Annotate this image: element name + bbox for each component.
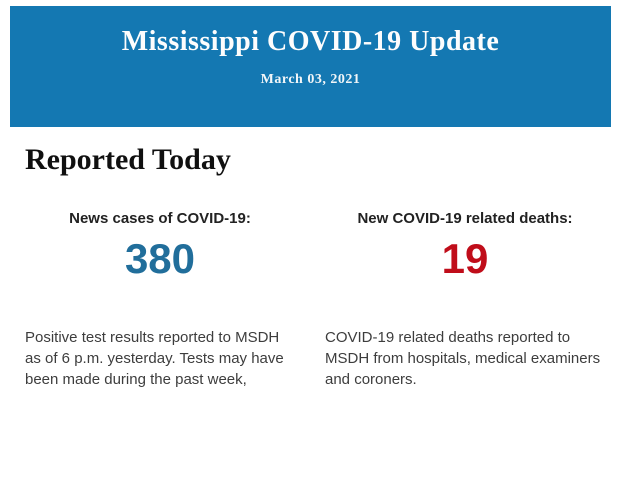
stat-new-deaths: New COVID-19 related deaths: 19 COVID-19… xyxy=(325,210,605,390)
new-cases-label: News cases of COVID-19: xyxy=(69,210,251,227)
stat-new-cases: News cases of COVID-19: 380 Positive tes… xyxy=(25,210,295,390)
new-deaths-value: 19 xyxy=(441,235,489,282)
section-title: Reported Today xyxy=(25,143,231,176)
new-deaths-description: COVID-19 related deaths reported to MSDH… xyxy=(325,329,601,388)
header-banner: Mississippi COVID-19 Update March 03, 20… xyxy=(10,6,611,127)
new-cases-value: 380 xyxy=(124,235,196,282)
new-deaths-label: New COVID-19 related deaths: xyxy=(357,210,573,227)
new-cases-description: Positive test results reported to MSDH a… xyxy=(25,329,284,388)
page-title: Mississippi COVID-19 Update xyxy=(121,26,500,57)
stats-columns: News cases of COVID-19: 380 Positive tes… xyxy=(25,210,605,390)
report-date: March 03, 2021 xyxy=(260,72,361,87)
